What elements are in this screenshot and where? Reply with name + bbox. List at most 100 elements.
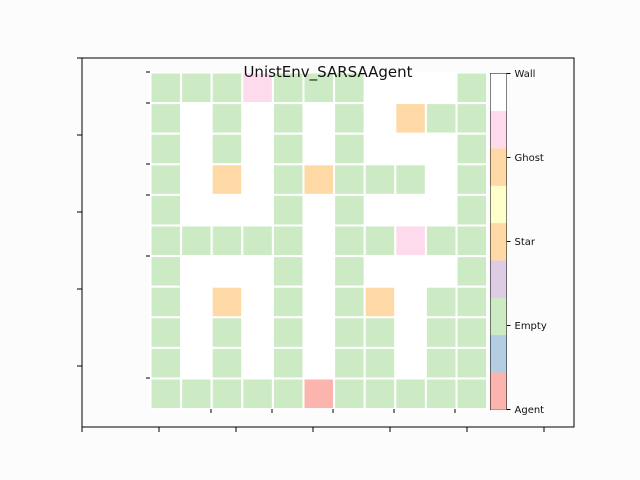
heatmap-cell bbox=[180, 193, 213, 227]
colorbar-label: Empty bbox=[515, 321, 547, 332]
heatmap-cell bbox=[149, 346, 183, 380]
heatmap-cell bbox=[241, 163, 274, 196]
heatmap-cell bbox=[363, 285, 397, 319]
axis-ticks bbox=[77, 57, 545, 432]
heatmap-cell bbox=[210, 346, 244, 380]
heatmap-cell bbox=[424, 102, 458, 135]
colorbar-segment bbox=[490, 334, 507, 373]
heatmap-cells bbox=[149, 71, 489, 411]
heatmap-cell bbox=[363, 224, 397, 258]
heatmap-cell bbox=[271, 102, 305, 135]
heatmap-cell bbox=[180, 285, 213, 319]
heatmap-cell bbox=[241, 224, 274, 258]
heatmap-cell bbox=[424, 285, 458, 319]
heatmap-cell bbox=[302, 224, 336, 258]
heatmap-cell bbox=[271, 224, 305, 258]
heatmap-cell bbox=[210, 377, 244, 411]
heatmap-cell bbox=[149, 132, 183, 166]
heatmap-cell bbox=[424, 193, 458, 227]
heatmap-cell bbox=[302, 163, 336, 196]
colorbar: Agent Empty Star Ghost Wall bbox=[490, 69, 547, 416]
heatmap-cell bbox=[180, 163, 213, 196]
heatmap-cell bbox=[149, 71, 183, 105]
heatmap-cell bbox=[333, 224, 366, 258]
heatmap-cell bbox=[271, 255, 305, 288]
heatmap-cell bbox=[302, 255, 336, 288]
heatmap-cell bbox=[241, 346, 274, 380]
heatmap-cell bbox=[333, 132, 366, 166]
heatmap-cell bbox=[333, 285, 366, 319]
heatmap-cell bbox=[210, 193, 244, 227]
heatmap-cell bbox=[363, 377, 397, 411]
heatmap-cell bbox=[333, 377, 366, 411]
heatmap-cell bbox=[363, 102, 397, 135]
heatmap-cell bbox=[455, 132, 489, 166]
heatmap-cell bbox=[394, 316, 427, 349]
heatmap-cell bbox=[455, 193, 489, 227]
heatmap-cell bbox=[333, 255, 366, 288]
heatmap-cell bbox=[363, 193, 397, 227]
heatmap-cell bbox=[149, 316, 183, 349]
heatmap-cell bbox=[180, 346, 213, 380]
chart-title: UnistEnv_SARSAAgent bbox=[243, 63, 412, 82]
heatmap-cell bbox=[424, 346, 458, 380]
heatmap-cell bbox=[271, 193, 305, 227]
heatmap-cell bbox=[455, 224, 489, 258]
colorbar-segment bbox=[490, 372, 507, 410]
colorbar-segment bbox=[490, 260, 507, 298]
heatmap-cell bbox=[363, 255, 397, 288]
heatmap-cell bbox=[455, 102, 489, 135]
heatmap-cell bbox=[149, 285, 183, 319]
heatmap-cell bbox=[333, 193, 366, 227]
heatmap-cell bbox=[363, 163, 397, 196]
heatmap-cell bbox=[149, 224, 183, 258]
heatmap-cell bbox=[394, 193, 427, 227]
heatmap-cell bbox=[271, 163, 305, 196]
heatmap-cell bbox=[455, 285, 489, 319]
heatmap-cell bbox=[271, 132, 305, 166]
heatmap-cell bbox=[149, 377, 183, 411]
heatmap-cell bbox=[241, 102, 274, 135]
heatmap-cell bbox=[363, 132, 397, 166]
heatmap-cell bbox=[333, 102, 366, 135]
heatmap-cell bbox=[180, 255, 213, 288]
heatmap-cell bbox=[180, 377, 213, 411]
heatmap-cell bbox=[210, 224, 244, 258]
heatmap-cell bbox=[424, 377, 458, 411]
heatmap-cell bbox=[302, 377, 336, 411]
heatmap-cell bbox=[394, 163, 427, 196]
heatmap-cell bbox=[210, 163, 244, 196]
heatmap-cell bbox=[394, 377, 427, 411]
heatmap-cell bbox=[394, 132, 427, 166]
colorbar-label: Agent bbox=[515, 405, 545, 416]
heatmap-cell bbox=[302, 285, 336, 319]
heatmap-cell bbox=[302, 102, 336, 135]
heatmap-cell bbox=[333, 316, 366, 349]
heatmap-cell bbox=[241, 377, 274, 411]
heatmap-cell bbox=[210, 71, 244, 105]
heatmap-cell bbox=[394, 224, 427, 258]
colorbar-label: Star bbox=[515, 237, 536, 248]
heatmap-cell bbox=[271, 285, 305, 319]
heatmap-cell bbox=[241, 285, 274, 319]
heatmap-cell bbox=[363, 316, 397, 349]
colorbar-segment bbox=[490, 110, 507, 149]
colorbar-segment bbox=[490, 222, 507, 261]
colorbar-label: Wall bbox=[515, 69, 536, 80]
heatmap-cell bbox=[424, 132, 458, 166]
colorbar-label: Ghost bbox=[515, 153, 544, 164]
heatmap-cell bbox=[455, 71, 489, 105]
heatmap-cell bbox=[455, 316, 489, 349]
heatmap-cell bbox=[210, 316, 244, 349]
heatmap-cell bbox=[455, 255, 489, 288]
heatmap-cell bbox=[455, 163, 489, 196]
heatmap-cell bbox=[241, 132, 274, 166]
heatmap-cell bbox=[241, 316, 274, 349]
heatmap-cell bbox=[271, 377, 305, 411]
heatmap-cell bbox=[149, 102, 183, 135]
heatmap-cell bbox=[180, 71, 213, 105]
heatmap-cell bbox=[394, 102, 427, 135]
heatmap-cell bbox=[180, 102, 213, 135]
heatmap-cell bbox=[394, 255, 427, 288]
